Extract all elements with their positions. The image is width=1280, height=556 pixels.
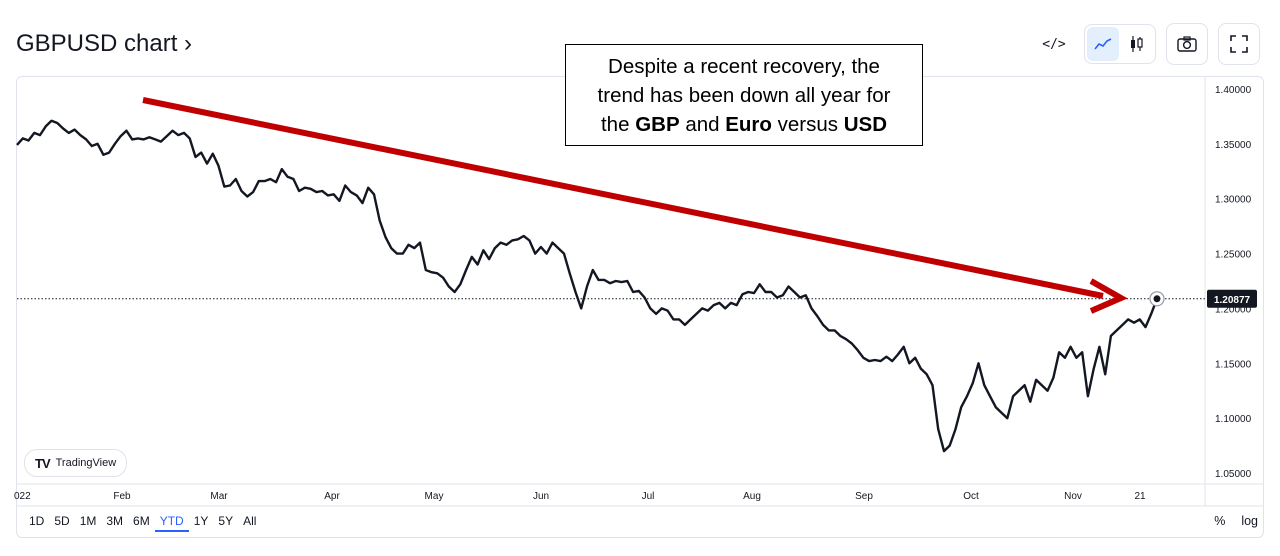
range-button-6m[interactable]: 6M [133, 514, 150, 528]
annotation-usd: USD [843, 113, 888, 136]
log-scale-toggle[interactable]: log [1241, 514, 1258, 528]
trend-arrow-head [1089, 278, 1128, 314]
x-tick-label: Sep [855, 491, 873, 502]
last-point-marker [1153, 295, 1161, 303]
y-tick-label: 1.30000 [1215, 195, 1252, 206]
x-tick-label: Apr [324, 491, 340, 502]
candlestick-icon [1131, 36, 1143, 52]
annotation-euro: Euro [725, 113, 772, 136]
range-selector: 1D 5D 1M 3M 6M YTD 1Y 5Y All [24, 512, 261, 532]
snapshot-button[interactable] [1166, 23, 1208, 65]
range-button-5y[interactable]: 5Y [218, 514, 234, 528]
last-price-badge [1207, 289, 1257, 308]
x-tick-label: 21 [1134, 491, 1146, 502]
x-tick-label: Jul [642, 491, 655, 502]
x-tick-label: Feb [113, 491, 131, 502]
range-button-1m[interactable]: 1M [79, 514, 97, 528]
range-button-1d[interactable]: 1D [29, 514, 45, 528]
series-line [16, 119, 1159, 453]
range-button-ytd[interactable]: YTD [154, 512, 189, 532]
annotation-gbp: GBP [635, 113, 680, 136]
tradingview-badge[interactable]: TV TradingView [24, 449, 128, 477]
range-button-3m[interactable]: 3M [106, 514, 124, 528]
annotation-callout: Despite a recent recovery, the trend has… [565, 44, 923, 146]
x-tick-label: Aug [743, 491, 761, 502]
fullscreen-icon [1230, 35, 1248, 53]
annotation-line-1: Despite a recent recovery, the [608, 55, 880, 78]
line-style-button[interactable] [1087, 27, 1119, 61]
y-tick-label: 1.10000 [1215, 414, 1252, 425]
y-tick-label: 1.25000 [1215, 250, 1252, 261]
x-tick-label: Mar [210, 491, 228, 502]
x-tick-label: Oct [963, 491, 979, 502]
y-tick-label: 1.15000 [1215, 359, 1252, 370]
embed-code-button[interactable]: </> [1034, 24, 1074, 64]
code-icon: </> [1042, 36, 1066, 52]
annotation-line-2: trend has been down all year for [597, 84, 891, 107]
range-button-5d[interactable]: 5D [54, 514, 70, 528]
chart-style-switcher [1084, 24, 1156, 64]
x-tick-label: Nov [1064, 491, 1082, 502]
range-button-1y[interactable]: 1Y [193, 514, 209, 528]
x-tick-label: May [425, 491, 444, 502]
percent-scale-toggle[interactable]: % [1214, 514, 1226, 528]
trend-arrow-shaft [142, 97, 1104, 299]
fullscreen-button[interactable] [1218, 23, 1260, 65]
range-button-all[interactable]: All [243, 514, 257, 528]
y-tick-label: 1.35000 [1215, 140, 1252, 151]
y-tick-label: 1.20000 [1215, 304, 1252, 315]
last-price-label: 1.20877 [1214, 295, 1251, 306]
chart-toolbar: </> [1034, 23, 1260, 65]
line-chart-icon [1094, 38, 1112, 50]
tradingview-label: TradingView [55, 457, 117, 469]
camera-icon [1177, 36, 1197, 52]
tradingview-logo-icon: TV [35, 455, 51, 471]
page-title[interactable]: GBPUSD chart › [16, 30, 193, 57]
annotation-line-3: the GBP and Euro versus USD [600, 113, 888, 136]
y-tick-label: 1.05000 [1215, 469, 1252, 480]
candle-style-button[interactable] [1121, 27, 1153, 61]
y-tick-label: 1.40000 [1215, 85, 1252, 96]
x-tick-label: Jun [533, 491, 549, 502]
x-tick-label: 022 [14, 491, 31, 502]
scale-toggles: % log [1214, 514, 1258, 528]
